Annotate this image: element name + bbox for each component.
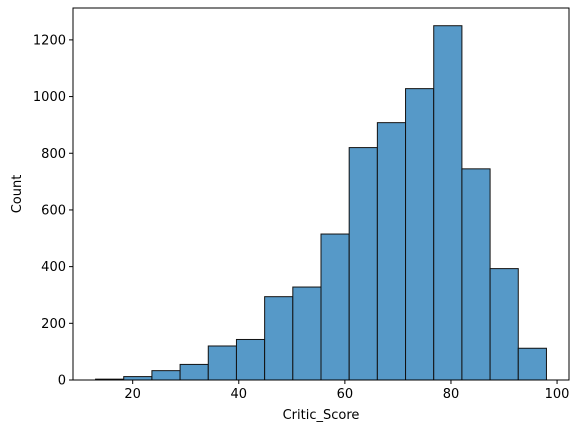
x-axis-ticks: 20 40 60 80 100 bbox=[124, 380, 569, 402]
x-tick-label: 100 bbox=[545, 387, 570, 402]
y-tick-label: 400 bbox=[41, 260, 66, 275]
x-tick-label: 80 bbox=[443, 387, 460, 402]
histogram-bar bbox=[179, 363, 209, 381]
y-tick-label: 1000 bbox=[33, 90, 66, 105]
histogram-bar bbox=[151, 370, 181, 381]
y-tick-label: 200 bbox=[41, 317, 66, 332]
histogram-bar bbox=[461, 168, 491, 381]
histogram-bar bbox=[320, 233, 350, 381]
histogram-bar bbox=[517, 347, 547, 381]
x-axis-label: Critic_Score bbox=[283, 408, 360, 423]
histogram-bar bbox=[123, 376, 153, 381]
histogram-bar bbox=[235, 338, 266, 381]
y-tick-label: 600 bbox=[41, 203, 66, 218]
histogram-bar bbox=[348, 147, 378, 381]
histogram-bar bbox=[264, 296, 294, 381]
x-tick-label: 60 bbox=[337, 387, 354, 402]
x-tick-label: 40 bbox=[231, 387, 248, 402]
x-tick-label: 20 bbox=[124, 387, 141, 402]
y-tick-label: 0 bbox=[58, 374, 66, 389]
histogram-bar bbox=[489, 268, 519, 381]
histogram-bar bbox=[292, 286, 322, 381]
y-axis-label: Count bbox=[10, 175, 25, 214]
histogram-bars bbox=[95, 25, 547, 381]
histogram-bar bbox=[376, 122, 407, 381]
histogram-bar bbox=[433, 25, 463, 381]
plot-area-frame bbox=[72, 7, 570, 381]
y-tick-label: 1200 bbox=[33, 33, 66, 48]
y-tick-label: 800 bbox=[41, 147, 66, 162]
histogram-bar bbox=[405, 88, 435, 381]
histogram-bar bbox=[207, 345, 237, 381]
y-axis-ticks: 0 200 400 600 800 1000 1200 bbox=[33, 33, 73, 389]
